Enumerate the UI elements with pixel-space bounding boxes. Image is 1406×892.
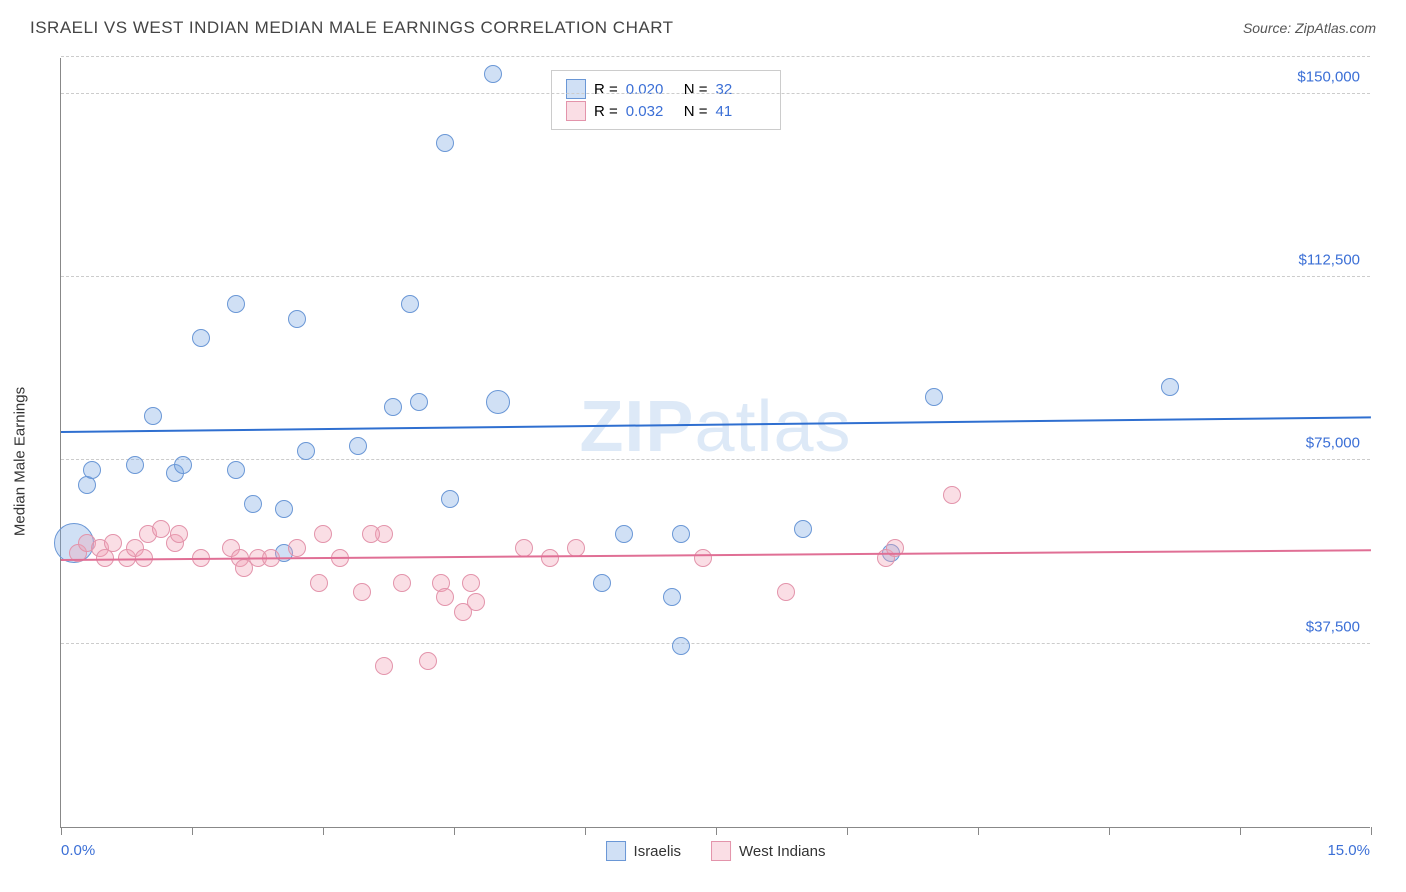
gridline bbox=[61, 56, 1370, 57]
data-point bbox=[467, 593, 485, 611]
data-point bbox=[484, 65, 502, 83]
legend-r-value: 0.032 bbox=[626, 103, 676, 120]
x-tick bbox=[585, 827, 586, 835]
data-point bbox=[362, 525, 380, 543]
legend-correlation: R = 0.020 N = 32 R = 0.032 N = 41 bbox=[551, 70, 781, 130]
x-tick-label: 0.0% bbox=[61, 842, 95, 859]
data-point bbox=[227, 295, 245, 313]
data-point bbox=[288, 310, 306, 328]
legend-swatch bbox=[566, 101, 586, 121]
data-point bbox=[353, 583, 371, 601]
data-point bbox=[925, 388, 943, 406]
data-point bbox=[486, 390, 510, 414]
y-tick-label: $37,500 bbox=[1306, 618, 1360, 635]
x-tick bbox=[847, 827, 848, 835]
x-tick bbox=[716, 827, 717, 835]
legend-n-label: N = bbox=[684, 103, 708, 120]
plot-area: ZIPatlas R =0.020N =32R =0.032N =41 Isra… bbox=[60, 58, 1370, 828]
data-point bbox=[401, 295, 419, 313]
legend-r-label: R = bbox=[594, 103, 618, 120]
legend-series: Israelis West Indians bbox=[606, 841, 826, 861]
legend-item: West Indians bbox=[711, 841, 825, 861]
data-point bbox=[144, 407, 162, 425]
legend-swatch bbox=[566, 79, 586, 99]
x-tick bbox=[454, 827, 455, 835]
data-point bbox=[663, 588, 681, 606]
y-tick-label: $150,000 bbox=[1297, 68, 1360, 85]
legend-label: West Indians bbox=[739, 843, 825, 860]
gridline bbox=[61, 276, 1370, 277]
x-tick bbox=[978, 827, 979, 835]
gridline bbox=[61, 643, 1370, 644]
x-tick bbox=[323, 827, 324, 835]
data-point bbox=[672, 525, 690, 543]
data-point bbox=[593, 574, 611, 592]
source-label: Source: ZipAtlas.com bbox=[1243, 20, 1376, 36]
data-point bbox=[349, 437, 367, 455]
data-point bbox=[83, 461, 101, 479]
x-tick bbox=[61, 827, 62, 835]
chart-title: ISRAELI VS WEST INDIAN MEDIAN MALE EARNI… bbox=[30, 18, 674, 38]
legend-row: R = 0.032 N = 41 bbox=[566, 101, 766, 121]
legend-item: Israelis bbox=[606, 841, 682, 861]
data-point bbox=[275, 500, 293, 518]
data-point bbox=[152, 520, 170, 538]
data-point bbox=[126, 456, 144, 474]
data-point bbox=[288, 539, 306, 557]
data-point bbox=[314, 525, 332, 543]
data-point bbox=[672, 637, 690, 655]
legend-n-value: 32 bbox=[716, 81, 766, 98]
x-tick bbox=[1109, 827, 1110, 835]
y-axis-label: Median Male Earnings bbox=[12, 387, 29, 536]
x-tick-label: 15.0% bbox=[1327, 842, 1370, 859]
legend-row: R = 0.020 N = 32 bbox=[566, 79, 766, 99]
data-point bbox=[436, 588, 454, 606]
x-tick bbox=[192, 827, 193, 835]
data-point bbox=[174, 456, 192, 474]
legend-r-value: 0.020 bbox=[626, 81, 676, 98]
data-point bbox=[310, 574, 328, 592]
data-point bbox=[384, 398, 402, 416]
legend-r-label: R = bbox=[594, 81, 618, 98]
watermark: ZIPatlas bbox=[579, 386, 851, 468]
gridline bbox=[61, 93, 1370, 94]
data-point bbox=[541, 549, 559, 567]
data-point bbox=[1161, 378, 1179, 396]
data-point bbox=[192, 329, 210, 347]
data-point bbox=[794, 520, 812, 538]
legend-swatch bbox=[711, 841, 731, 861]
data-point bbox=[436, 134, 454, 152]
data-point bbox=[943, 486, 961, 504]
legend-swatch bbox=[606, 841, 626, 861]
trend-line bbox=[61, 417, 1371, 434]
data-point bbox=[694, 549, 712, 567]
data-point bbox=[777, 583, 795, 601]
data-point bbox=[375, 657, 393, 675]
data-point bbox=[441, 490, 459, 508]
data-point bbox=[170, 525, 188, 543]
data-point bbox=[227, 461, 245, 479]
data-point bbox=[462, 574, 480, 592]
gridline bbox=[61, 459, 1370, 460]
data-point bbox=[393, 574, 411, 592]
data-point bbox=[104, 534, 122, 552]
data-point bbox=[410, 393, 428, 411]
x-tick bbox=[1371, 827, 1372, 835]
legend-label: Israelis bbox=[634, 843, 682, 860]
data-point bbox=[615, 525, 633, 543]
legend-n-value: 41 bbox=[716, 103, 766, 120]
data-point bbox=[419, 652, 437, 670]
data-point bbox=[297, 442, 315, 460]
y-tick-label: $112,500 bbox=[1299, 252, 1360, 269]
legend-n-label: N = bbox=[684, 81, 708, 98]
y-tick-label: $75,000 bbox=[1306, 435, 1360, 452]
x-tick bbox=[1240, 827, 1241, 835]
chart-container: Median Male Earnings ZIPatlas R =0.020N … bbox=[30, 48, 1380, 858]
data-point bbox=[244, 495, 262, 513]
